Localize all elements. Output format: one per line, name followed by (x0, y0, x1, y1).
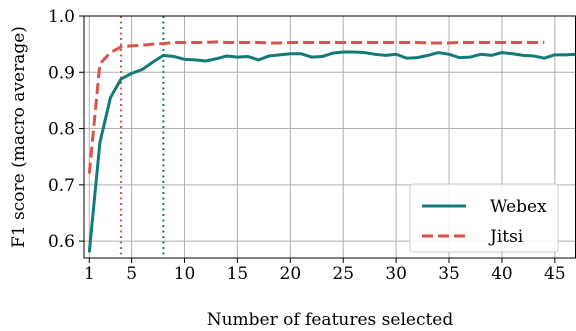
series-lines (87, 40, 576, 253)
series-line-jitsi (87, 40, 545, 174)
legend-box (409, 183, 559, 253)
y-tick-label: 0.7 (48, 176, 75, 196)
x-tick-label: 10 (174, 264, 196, 284)
y-axis-title: F1 score (macro average) (9, 26, 29, 248)
x-tick-label: 45 (544, 264, 566, 284)
x-tick-label: 15 (227, 264, 249, 284)
x-tick-label: 5 (126, 264, 137, 284)
axis-ticks: 1 5 10 15 20 25 30 35 40 450.60.70.80.91.0 (48, 7, 566, 284)
y-tick-label: 1.0 (48, 7, 75, 27)
x-tick-label: 40 (491, 264, 513, 284)
legend-label-webex: Webex (490, 197, 547, 217)
y-tick-label: 0.8 (48, 120, 75, 140)
series-line-webex (87, 50, 576, 253)
x-tick-label: 1 (84, 264, 95, 284)
legend: Webex Jitsi (409, 183, 559, 253)
y-tick-label: 0.6 (48, 232, 75, 252)
legend-label-jitsi: Jitsi (488, 227, 524, 247)
x-tick-label: 35 (438, 264, 460, 284)
x-axis-title: Number of features selected (207, 310, 454, 330)
y-tick-label: 0.9 (48, 63, 75, 83)
reference-lines (120, 16, 165, 258)
grid-lines (84, 15, 576, 258)
x-tick-label: 20 (280, 264, 302, 284)
x-tick-label: 25 (332, 264, 354, 284)
x-tick-label: 30 (385, 264, 407, 284)
